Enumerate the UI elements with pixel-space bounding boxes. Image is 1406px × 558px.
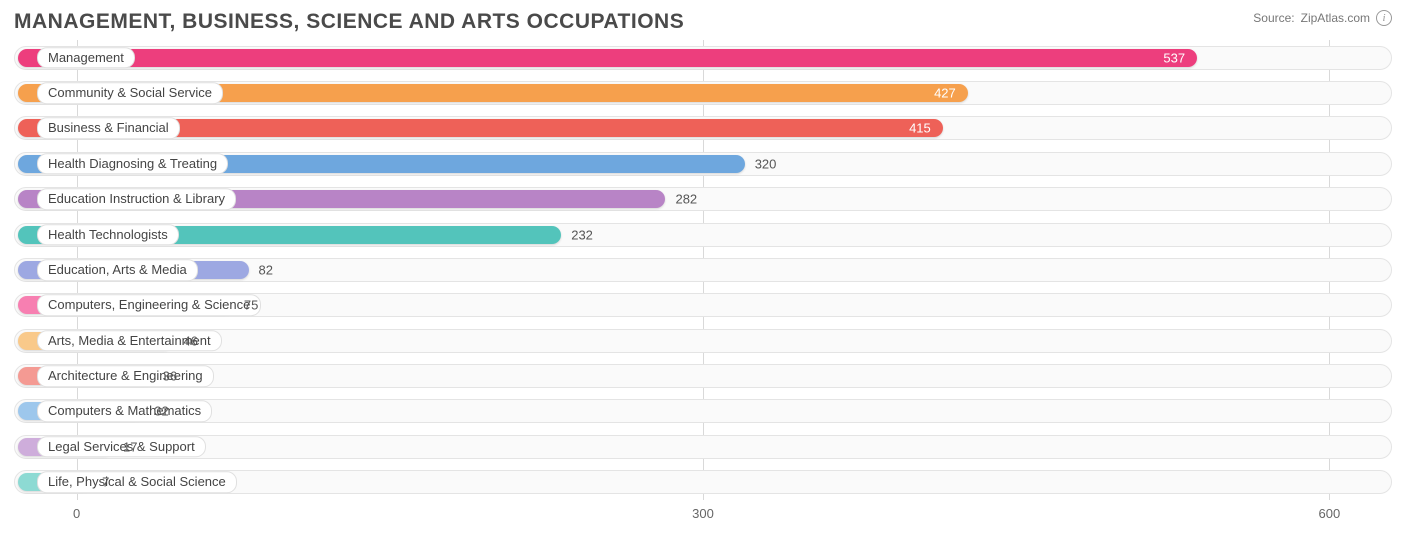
- source-name: ZipAtlas.com: [1301, 11, 1370, 25]
- bar-category-label: Health Diagnosing & Treating: [37, 153, 228, 175]
- chart-title: MANAGEMENT, BUSINESS, SCIENCE AND ARTS O…: [14, 10, 684, 34]
- bar-category-label: Architecture & Engineering: [37, 365, 214, 387]
- info-icon[interactable]: i: [1376, 10, 1392, 26]
- bar-value-label: 415: [905, 121, 935, 136]
- bar-track: Community & Social Service 427: [14, 81, 1392, 105]
- bar-track: Education, Arts & Media 82: [14, 258, 1392, 282]
- bar-row: Education Instruction & Library 282: [14, 185, 1392, 213]
- bar-row: Architecture & Engineering36: [14, 362, 1392, 390]
- plot-area: Management 537 Community & Social Service 4…: [14, 40, 1392, 530]
- chart-container: MANAGEMENT, BUSINESS, SCIENCE AND ARTS O…: [0, 0, 1406, 558]
- bar-value-label: 282: [671, 192, 701, 207]
- bar-track: Health Technologists 232: [14, 223, 1392, 247]
- bar-category-label: Community & Social Service: [37, 82, 223, 104]
- bar-track: Management 537: [14, 46, 1392, 70]
- bar-value-label: 82: [255, 262, 277, 277]
- bar-track: Education Instruction & Library 282: [14, 187, 1392, 211]
- bar-row: Arts, Media & Entertainment46: [14, 327, 1392, 355]
- bar-track: Legal Services & Support17: [14, 435, 1392, 459]
- bar-value-label: 320: [751, 156, 781, 171]
- bar-category-label: Computers, Engineering & Science: [37, 295, 261, 317]
- source-label: Source:: [1253, 11, 1294, 25]
- bar-value-label: 75: [240, 298, 262, 313]
- bar-value-label: 32: [150, 404, 172, 419]
- bar-row: Computers & Mathematics32: [14, 397, 1392, 425]
- bar-row: Computers, Engineering & Science75: [14, 291, 1392, 319]
- bar-value-label: 537: [1159, 50, 1189, 65]
- bar-row: Legal Services & Support17: [14, 433, 1392, 461]
- bar-category-label: Management: [37, 47, 135, 69]
- bar-category-label: Computers & Mathematics: [37, 401, 212, 423]
- bar-category-label: Business & Financial: [37, 118, 180, 140]
- bar-track: Business & Financial 415: [14, 116, 1392, 140]
- bar-row: Health Diagnosing & Treating 320: [14, 150, 1392, 178]
- bar-value-label: 7: [98, 475, 113, 490]
- bar-value-label: 232: [567, 227, 597, 242]
- bar[interactable]: [18, 49, 1197, 67]
- bar-track: Architecture & Engineering36: [14, 364, 1392, 388]
- chart-header: MANAGEMENT, BUSINESS, SCIENCE AND ARTS O…: [14, 10, 1392, 34]
- x-axis-tick: 0: [73, 506, 80, 521]
- source-attribution: Source: ZipAtlas.com i: [1253, 10, 1392, 26]
- bar-value-label: 427: [930, 86, 960, 101]
- x-axis-tick: 300: [692, 506, 714, 521]
- x-axis: 0 300 600: [14, 500, 1392, 530]
- bar-row: Life, Physical & Social Science7: [14, 468, 1392, 496]
- bar-category-label: Life, Physical & Social Science: [37, 471, 237, 493]
- bar-row: Community & Social Service 427: [14, 79, 1392, 107]
- bar-value-label: 17: [119, 439, 141, 454]
- bar-track: Computers, Engineering & Science75: [14, 293, 1392, 317]
- x-axis-tick: 600: [1319, 506, 1341, 521]
- bar-track: Health Diagnosing & Treating 320: [14, 152, 1392, 176]
- bar-category-label: Education, Arts & Media: [37, 259, 198, 281]
- bar-track: Life, Physical & Social Science7: [14, 470, 1392, 494]
- bar-value-label: 36: [159, 369, 181, 384]
- bars-group: Management 537 Community & Social Service 4…: [14, 40, 1392, 500]
- bar-row: Health Technologists 232: [14, 221, 1392, 249]
- bar-value-label: 46: [179, 333, 201, 348]
- bar-row: Education, Arts & Media 82: [14, 256, 1392, 284]
- bar-row: Business & Financial 415: [14, 114, 1392, 142]
- bar-row: Management 537: [14, 44, 1392, 72]
- bar-category-label: Health Technologists: [37, 224, 179, 246]
- bar-track: Computers & Mathematics32: [14, 399, 1392, 423]
- bar-category-label: Education Instruction & Library: [37, 188, 236, 210]
- bar-track: Arts, Media & Entertainment46: [14, 329, 1392, 353]
